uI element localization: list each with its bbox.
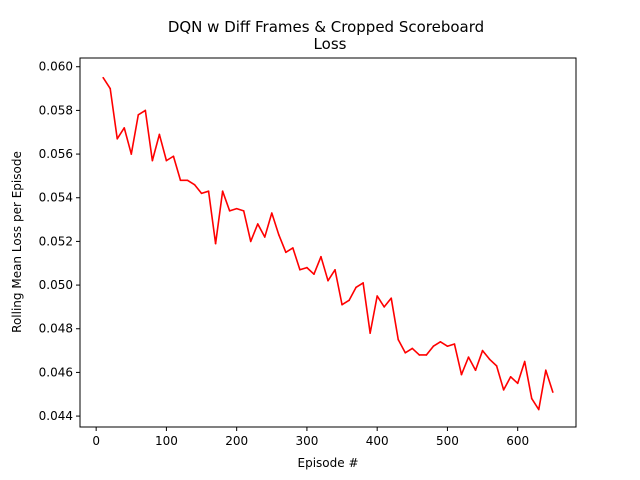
- x-tick-label: 200: [225, 434, 248, 448]
- loss-data-point: [369, 332, 371, 334]
- loss-data-point: [348, 299, 350, 302]
- loss-data-point: [285, 251, 287, 254]
- loss-data-point: [467, 356, 470, 358]
- loss-data-point: [460, 373, 463, 376]
- loss-data-point: [502, 389, 505, 391]
- loss-data-point: [320, 255, 322, 258]
- loss-data-point: [432, 345, 435, 348]
- loss-data-point: [355, 286, 357, 289]
- chart-title-line2: Loss: [314, 35, 347, 53]
- chart-title-line1: DQN w Diff Frames & Cropped Scoreboard: [168, 18, 484, 36]
- x-tick-label: 0: [92, 434, 100, 448]
- loss-data-point: [137, 113, 140, 116]
- y-tick-label: 0.060: [39, 60, 73, 74]
- loss-data-point: [509, 375, 512, 378]
- loss-data-point: [165, 159, 168, 162]
- loss-data-point: [481, 349, 484, 352]
- loss-data-point: [186, 179, 189, 182]
- loss-data-point: [523, 360, 526, 363]
- loss-data-point: [249, 240, 252, 243]
- loss-data-point: [537, 408, 540, 411]
- y-tick-label: 0.044: [39, 409, 73, 423]
- x-tick-label: 400: [366, 434, 389, 448]
- loss-data-point: [516, 382, 519, 385]
- loss-data-point: [474, 369, 477, 372]
- x-axis-label: Episode #: [298, 456, 359, 470]
- loss-data-point: [299, 268, 301, 271]
- loss-data-point: [242, 210, 245, 212]
- loss-data-point: [179, 179, 182, 182]
- loss-data-point: [453, 343, 456, 345]
- y-tick-label: 0.050: [39, 278, 73, 292]
- loss-data-point: [530, 397, 533, 400]
- loss-data-point: [256, 223, 259, 225]
- loss-data-point: [207, 190, 210, 192]
- loss-data-point: [390, 297, 393, 299]
- loss-data-point: [158, 133, 161, 136]
- loss-data-point: [144, 109, 147, 112]
- loss-data-point: [544, 369, 547, 372]
- loss-data-point: [327, 279, 329, 282]
- loss-data-point: [341, 303, 343, 306]
- y-axis-label: Rolling Mean Loss per Episode: [10, 151, 24, 333]
- loss-data-point: [130, 153, 133, 155]
- plot-frame: [79, 57, 577, 428]
- loss-series-line: [102, 77, 554, 411]
- loss-data-point: [425, 354, 428, 356]
- y-tick-label: 0.058: [39, 103, 73, 117]
- x-tick-label: 300: [295, 434, 318, 448]
- y-tick-label: 0.052: [39, 234, 73, 248]
- loss-data-point: [116, 137, 119, 140]
- loss-data-point: [270, 212, 273, 214]
- loss-data-point: [362, 282, 364, 284]
- series-layer: [102, 76, 554, 411]
- loss-data-point: [123, 127, 126, 129]
- loss-data-point: [278, 234, 280, 236]
- loss-data-point: [228, 210, 231, 212]
- loss-data-point: [221, 190, 224, 192]
- y-tick-label: 0.056: [39, 147, 73, 161]
- loss-data-point: [383, 306, 386, 308]
- x-tick-label: 500: [436, 434, 459, 448]
- loss-data-point: [109, 87, 112, 90]
- loss-data-point: [313, 273, 315, 275]
- axis-ticks: 0 100 200 300 400 500 600 0.044 0.046 0.048 0.050 0…: [39, 60, 530, 448]
- loss-data-point: [151, 159, 154, 162]
- loss-data-point: [495, 365, 498, 367]
- loss-data-point: [292, 247, 294, 249]
- loss-data-point: [263, 236, 266, 238]
- loss-data-point: [418, 354, 421, 356]
- loss-data-point: [397, 338, 400, 341]
- loss-data-point: [193, 183, 196, 186]
- loss-data-point: [334, 268, 336, 271]
- loss-data-point: [411, 347, 414, 350]
- x-tick-label: 600: [506, 434, 529, 448]
- x-tick-label: 100: [155, 434, 178, 448]
- loss-data-point: [404, 351, 407, 354]
- y-tick-label: 0.054: [39, 191, 73, 205]
- y-tick-label: 0.046: [39, 365, 73, 379]
- y-tick-label: 0.048: [39, 322, 73, 336]
- loss-data-point: [235, 207, 238, 210]
- loss-data-point: [376, 295, 378, 297]
- loss-data-point: [102, 76, 104, 79]
- loss-data-point: [446, 345, 449, 348]
- loss-data-point: [488, 358, 491, 361]
- loss-data-point: [306, 266, 308, 269]
- loss-data-point: [200, 192, 203, 195]
- loss-data-point: [214, 242, 217, 245]
- loss-data-point: [552, 391, 554, 393]
- loss-data-point: [439, 341, 442, 343]
- loss-data-point: [172, 155, 175, 158]
